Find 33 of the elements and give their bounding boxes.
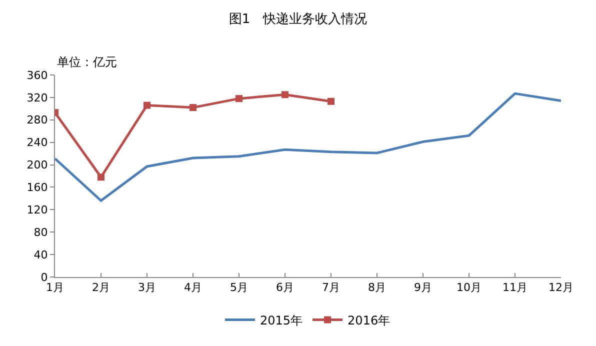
y-tick-label: 40 xyxy=(34,248,48,262)
legend-label: 2016年 xyxy=(348,313,390,328)
legend-label: 2015年 xyxy=(260,313,303,328)
x-tick-label: 9月 xyxy=(414,281,432,294)
x-tick-label: 3月 xyxy=(138,281,156,294)
y-tick-label: 80 xyxy=(34,226,48,239)
y-tick-label: 120 xyxy=(26,204,48,217)
y-tick-label: 320 xyxy=(26,91,48,104)
point xyxy=(190,104,196,112)
x-tick-label: 2月 xyxy=(92,281,110,294)
line-series xyxy=(55,92,561,202)
x-tick-label: 1月 xyxy=(46,281,64,294)
y-tick-label: 240 xyxy=(26,136,48,150)
point xyxy=(144,102,150,109)
text: 单位：亿元 xyxy=(57,55,117,69)
y-tick-label: 200 xyxy=(26,158,48,172)
x-tick-label: 6月 xyxy=(276,281,294,294)
point xyxy=(236,95,242,102)
x-tick-label: 10月 xyxy=(456,281,482,294)
x-tick-label: 7月 xyxy=(322,281,340,294)
y-tick-label: 160 xyxy=(26,181,48,194)
x-tick-label: 11月 xyxy=(502,281,528,294)
y-tick-label: 280 xyxy=(26,114,48,127)
x-tick-label: 12月 xyxy=(548,281,574,294)
point xyxy=(328,98,334,105)
x-tick-label: 5月 xyxy=(230,281,248,294)
point xyxy=(282,91,288,98)
y-tick-label: 360 xyxy=(26,68,48,82)
y-tick-label: 0 xyxy=(40,270,48,284)
point xyxy=(98,174,104,181)
x-tick-label: 8月 xyxy=(368,281,386,294)
chart-title: 图1 快递业务收入情况 xyxy=(228,12,368,27)
x-tick-label: 4月 xyxy=(184,281,202,294)
